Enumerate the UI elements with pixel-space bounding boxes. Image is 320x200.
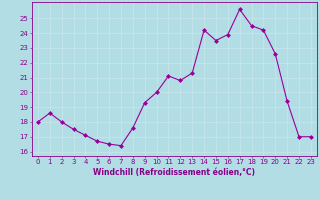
X-axis label: Windchill (Refroidissement éolien,°C): Windchill (Refroidissement éolien,°C) <box>93 168 255 177</box>
